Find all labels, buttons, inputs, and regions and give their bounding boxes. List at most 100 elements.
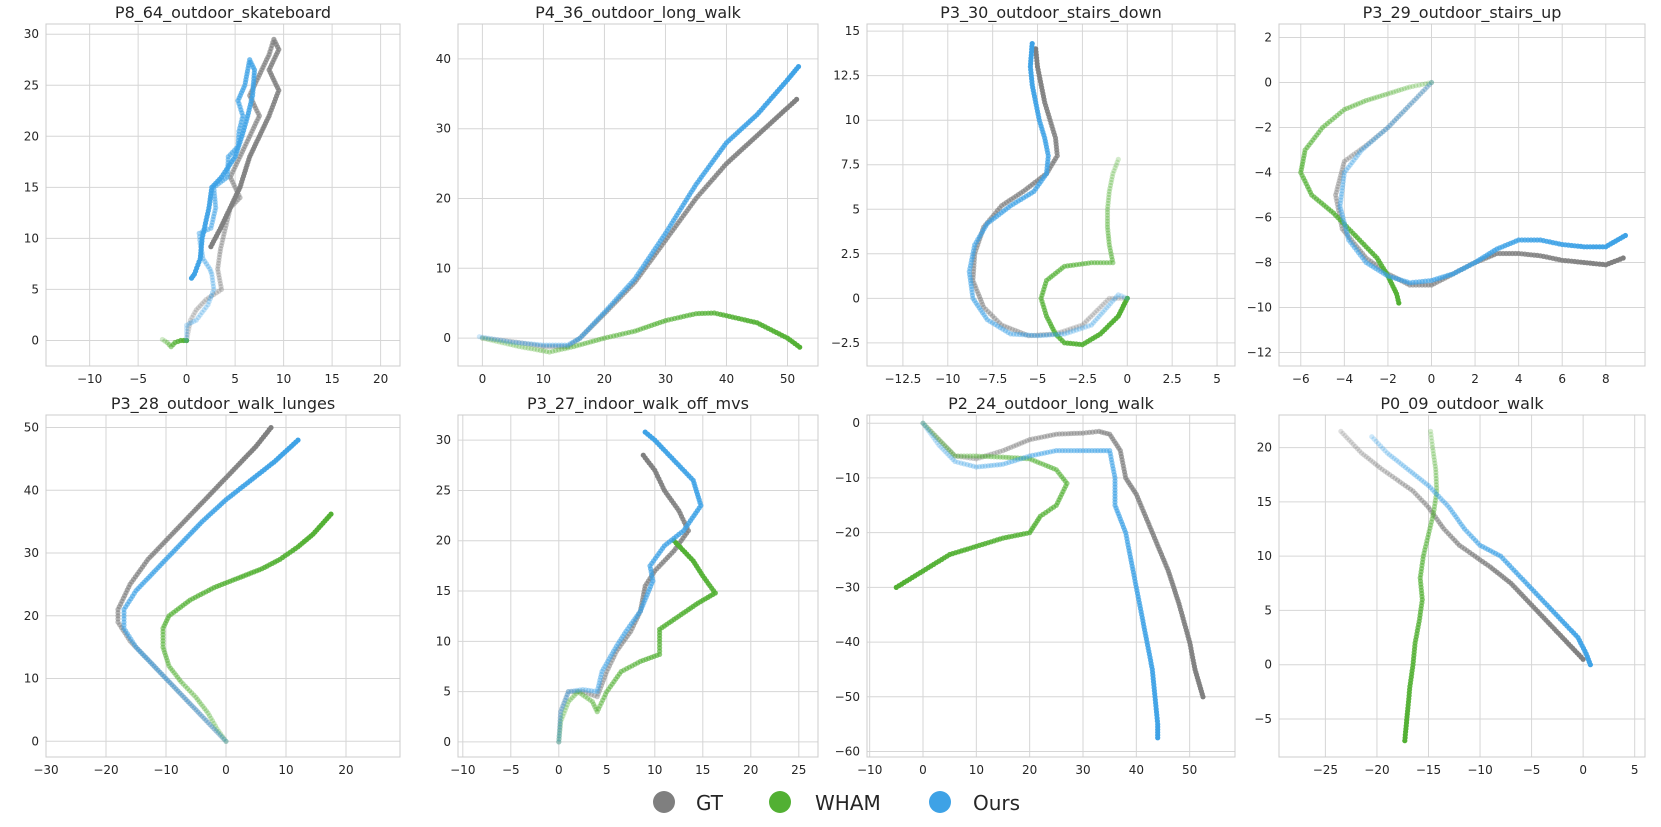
trajectory-point bbox=[940, 441, 946, 447]
trajectory-point bbox=[1334, 112, 1340, 119]
trajectory-point bbox=[982, 463, 988, 469]
trajectory-point bbox=[1368, 138, 1374, 145]
trajectory-point bbox=[1105, 230, 1111, 236]
trajectory-point bbox=[989, 320, 996, 326]
trajectory-point bbox=[1106, 239, 1112, 245]
trajectory-point bbox=[795, 64, 802, 70]
trajectory-point bbox=[565, 345, 571, 351]
trajectory-point bbox=[797, 344, 803, 350]
trajectory-point bbox=[221, 736, 227, 742]
trajectory-point bbox=[141, 653, 147, 659]
trajectory-point bbox=[513, 343, 519, 349]
x-tick-label: −10 bbox=[153, 763, 178, 777]
trajectory-point bbox=[1347, 162, 1353, 168]
trajectory-point bbox=[1026, 333, 1032, 339]
trajectory-point bbox=[594, 689, 600, 695]
y-tick-label: 0 bbox=[852, 291, 860, 305]
trajectory-point bbox=[979, 453, 985, 459]
trajectory-point bbox=[1067, 326, 1073, 332]
trajectory-point bbox=[1438, 496, 1444, 502]
trajectory-point bbox=[221, 231, 227, 237]
trajectory-point bbox=[946, 447, 952, 453]
trajectory-point bbox=[938, 444, 944, 450]
trajectory-point bbox=[1031, 332, 1038, 339]
trajectory-point bbox=[540, 342, 547, 348]
trajectory-point bbox=[543, 348, 550, 355]
trajectory-point bbox=[482, 336, 488, 342]
trajectory-point bbox=[574, 687, 580, 694]
trajectory-point bbox=[563, 704, 569, 711]
legend-item-gt: GT bbox=[653, 791, 724, 815]
trajectory-point bbox=[488, 337, 494, 343]
trajectory-point bbox=[151, 663, 157, 669]
trajectory-point bbox=[328, 511, 334, 517]
trajectory-point bbox=[958, 460, 964, 466]
trajectory-point bbox=[563, 694, 569, 701]
trajectory-point bbox=[217, 251, 223, 257]
trajectory-point bbox=[1079, 325, 1085, 331]
trajectory-point bbox=[169, 682, 175, 688]
trajectory-point bbox=[1387, 122, 1393, 128]
trajectory-point bbox=[1104, 218, 1111, 224]
y-tick-label: 15 bbox=[24, 180, 39, 194]
legend-ours-label: Ours bbox=[973, 791, 1020, 815]
trajectory-point bbox=[556, 733, 562, 739]
trajectory-point bbox=[1430, 451, 1437, 457]
trajectory-point bbox=[149, 661, 155, 667]
trajectory-point bbox=[221, 736, 227, 742]
trajectory-point bbox=[1419, 81, 1425, 87]
trajectory-point bbox=[147, 659, 153, 665]
trajectory-point bbox=[1100, 301, 1106, 308]
trajectory-point bbox=[964, 455, 970, 461]
trajectory-point bbox=[550, 348, 556, 354]
trajectory-point bbox=[176, 676, 182, 683]
trajectory-point bbox=[952, 453, 958, 459]
trajectory-point bbox=[944, 445, 950, 451]
trajectory-point bbox=[559, 716, 565, 722]
x-tick-label: 5 bbox=[1631, 763, 1639, 777]
trajectory-point bbox=[955, 459, 961, 465]
trajectory-point bbox=[958, 453, 964, 459]
trajectory-point bbox=[543, 342, 550, 348]
trajectory-point bbox=[1006, 454, 1012, 461]
trajectory-point bbox=[215, 730, 221, 736]
trajectory-point bbox=[502, 340, 508, 346]
trajectory-point bbox=[1369, 434, 1375, 440]
trajectory-point bbox=[189, 690, 195, 696]
trajectory-point bbox=[223, 738, 229, 744]
trajectory-point bbox=[927, 430, 933, 436]
trajectory-point bbox=[507, 339, 513, 345]
trajectory-point bbox=[195, 697, 201, 703]
trajectory-point bbox=[591, 693, 597, 699]
y-tick-label: 25 bbox=[24, 78, 39, 92]
trajectory-point bbox=[1017, 329, 1024, 336]
trajectory-point bbox=[595, 691, 601, 697]
series-gt bbox=[920, 420, 1206, 700]
trajectory-point bbox=[1058, 329, 1065, 335]
trajectory-point bbox=[139, 650, 145, 657]
trajectory-point bbox=[218, 731, 224, 737]
trajectory-point bbox=[1404, 85, 1410, 91]
trajectory-point bbox=[1338, 206, 1344, 212]
trajectory-point bbox=[179, 692, 185, 698]
trajectory-point bbox=[557, 715, 563, 721]
trajectory-point bbox=[1355, 101, 1361, 107]
series-wham bbox=[1038, 156, 1130, 348]
y-tick-label: 2 bbox=[1264, 31, 1272, 45]
y-tick-label: 10 bbox=[436, 634, 451, 648]
trajectory-point bbox=[560, 703, 566, 709]
trajectory-point bbox=[1355, 152, 1361, 158]
trajectory-point bbox=[1404, 104, 1411, 110]
trajectory-point bbox=[1341, 158, 1347, 164]
x-tick-label: −10 bbox=[450, 763, 475, 777]
trajectory-point bbox=[564, 702, 570, 708]
trajectory-point bbox=[1041, 450, 1048, 456]
trajectory-point bbox=[1104, 206, 1111, 212]
trajectory-point bbox=[553, 348, 559, 354]
trajectory-point bbox=[479, 335, 485, 341]
trajectory-point bbox=[1433, 476, 1439, 482]
trajectory-point bbox=[184, 337, 190, 344]
trajectory-point bbox=[922, 422, 928, 428]
trajectory-point bbox=[574, 689, 580, 695]
trajectory-point bbox=[1055, 331, 1062, 337]
